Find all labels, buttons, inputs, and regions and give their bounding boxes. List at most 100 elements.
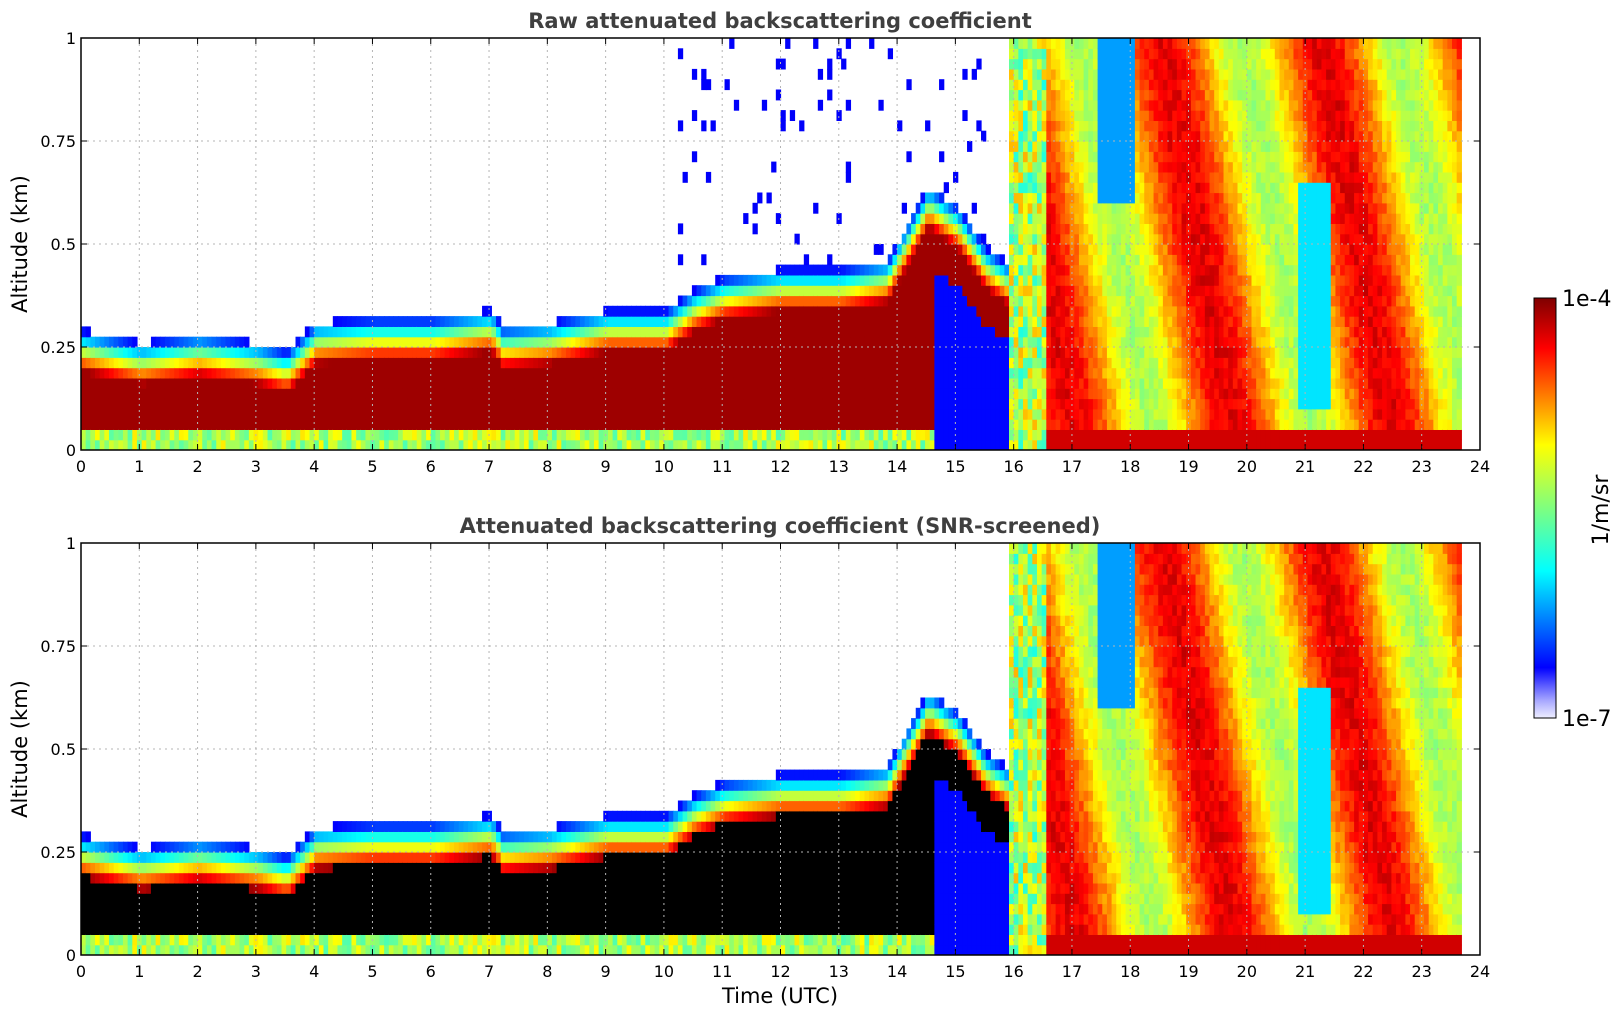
heat-cell: [789, 429, 796, 441]
heat-cell: [1228, 336, 1234, 348]
heat-cell: [108, 398, 115, 410]
heat-cell: [603, 419, 609, 430]
heat-cell: [113, 429, 119, 441]
heat-cell: [775, 347, 782, 358]
heat-cell: [747, 274, 754, 286]
heat-cell: [831, 285, 838, 297]
heat-cell: [1176, 89, 1183, 101]
heat-cell: [738, 367, 744, 379]
heat-cell: [1050, 99, 1057, 111]
heat-cell: [360, 326, 367, 338]
heat-cell: [579, 398, 586, 410]
heat-cell: [1064, 58, 1071, 70]
heat-cell: [733, 398, 740, 410]
heat-cell: [1102, 79, 1108, 91]
heat-cell: [1130, 48, 1136, 60]
heat-cell: [822, 408, 828, 420]
heat-cell: [1046, 58, 1052, 70]
heat-cell: [617, 419, 623, 430]
heat-cell: [920, 398, 926, 410]
heat-cell: [957, 305, 963, 317]
heat-cell: [1158, 398, 1164, 410]
heat-cell: [803, 388, 810, 400]
heat-cell: [1195, 419, 1201, 430]
heat-cell: [892, 336, 898, 348]
heat-cell: [482, 326, 488, 338]
heat-cell: [855, 439, 861, 450]
heat-cell: [118, 439, 124, 450]
heat-cell: [1190, 408, 1197, 420]
heat-cell: [920, 305, 926, 317]
heat-cell: [1242, 367, 1248, 379]
heat-cell: [719, 408, 726, 420]
heat-cell: [1158, 254, 1164, 266]
heat-cell: [1120, 99, 1127, 111]
heat-cell: [1083, 254, 1089, 266]
heat-cell: [197, 439, 203, 450]
heat-cell: [440, 377, 446, 389]
heat-cell: [1176, 79, 1183, 91]
heat-cell: [188, 357, 194, 369]
heat-cell: [1036, 254, 1043, 266]
heat-cell: [570, 398, 576, 410]
heat-cell: [178, 429, 185, 441]
heat-cell: [150, 439, 157, 450]
heat-cell: [1176, 120, 1183, 132]
heat-cell: [780, 419, 786, 430]
heat-cell: [1176, 429, 1183, 441]
heat-cell: [244, 398, 250, 410]
heat-cell: [831, 429, 838, 441]
heat-cell: [589, 336, 595, 348]
heat-cell: [1172, 244, 1178, 255]
heat-cell: [1041, 419, 1047, 430]
heat-cell: [1092, 202, 1099, 214]
heat-cell: [715, 419, 721, 430]
heat-cell: [939, 79, 945, 91]
heat-cell: [1209, 336, 1215, 348]
heat-cell: [1027, 285, 1033, 297]
heat-cell: [1190, 58, 1197, 70]
heat-cell: [1116, 429, 1122, 441]
heat-cell: [458, 326, 464, 338]
heat-cell: [309, 367, 315, 379]
heat-cell: [472, 357, 478, 369]
heat-cell: [953, 305, 959, 317]
heat-cell: [1018, 58, 1024, 70]
heat-cell: [1120, 89, 1127, 101]
heat-cell: [565, 377, 572, 389]
heat-cell: [1018, 347, 1024, 358]
heat-cell: [211, 357, 217, 369]
heat-cell: [1120, 357, 1127, 369]
heat-cell: [607, 336, 614, 348]
heat-cell: [1060, 336, 1066, 348]
heat-cell: [1022, 244, 1029, 255]
heat-cell: [1167, 316, 1173, 327]
heat-cell: [1009, 408, 1015, 420]
heat-cell: [785, 367, 791, 379]
heat-cell: [211, 367, 217, 379]
heat-cell: [192, 357, 199, 369]
heat-cell: [85, 326, 91, 338]
heat-cell: [104, 439, 110, 450]
heat-cell: [1116, 347, 1122, 358]
heat-cell: [1111, 233, 1117, 245]
heat-cell: [1004, 295, 1010, 307]
heat-cell: [999, 326, 1005, 338]
heat-cell: [598, 367, 604, 379]
heat-cell: [1055, 377, 1061, 389]
heat-cell: [1116, 254, 1122, 266]
heat-cell: [1176, 171, 1183, 183]
heat-cell: [589, 367, 595, 379]
heat-cell: [1148, 285, 1155, 297]
heat-cell: [775, 377, 782, 389]
heat-cell: [1162, 295, 1169, 307]
heat-cell: [645, 367, 651, 379]
heat-cell: [239, 388, 245, 400]
heat-cell: [183, 388, 189, 400]
heat-cell: [1027, 68, 1033, 80]
heat-cell: [813, 357, 819, 369]
heat-cell: [743, 213, 749, 224]
heat-cell: [1004, 429, 1010, 441]
heat-cell: [1125, 89, 1131, 101]
heat-cell: [971, 398, 977, 410]
